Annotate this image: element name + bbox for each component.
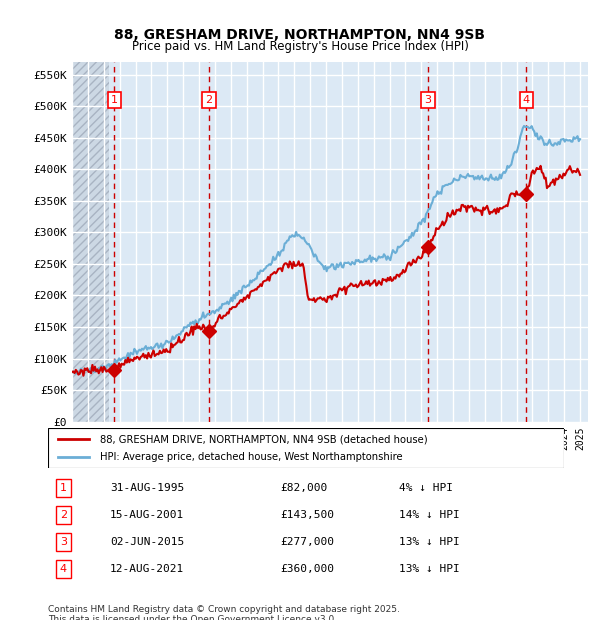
Text: Price paid vs. HM Land Registry's House Price Index (HPI): Price paid vs. HM Land Registry's House … <box>131 40 469 53</box>
Text: 4: 4 <box>60 564 67 574</box>
Bar <box>72 62 104 422</box>
Text: 2: 2 <box>60 510 67 520</box>
Text: 02-JUN-2015: 02-JUN-2015 <box>110 537 184 547</box>
Text: 31-AUG-1995: 31-AUG-1995 <box>110 483 184 493</box>
Text: 3: 3 <box>424 95 431 105</box>
Text: £360,000: £360,000 <box>280 564 334 574</box>
Text: HPI: Average price, detached house, West Northamptonshire: HPI: Average price, detached house, West… <box>100 452 402 462</box>
Text: 4% ↓ HPI: 4% ↓ HPI <box>399 483 453 493</box>
Text: 1: 1 <box>60 483 67 493</box>
Text: 4: 4 <box>523 95 530 105</box>
Text: 3: 3 <box>60 537 67 547</box>
Text: £82,000: £82,000 <box>280 483 328 493</box>
FancyBboxPatch shape <box>48 428 564 468</box>
Text: £277,000: £277,000 <box>280 537 334 547</box>
Text: 15-AUG-2001: 15-AUG-2001 <box>110 510 184 520</box>
Text: 88, GRESHAM DRIVE, NORTHAMPTON, NN4 9SB: 88, GRESHAM DRIVE, NORTHAMPTON, NN4 9SB <box>115 28 485 42</box>
Text: 88, GRESHAM DRIVE, NORTHAMPTON, NN4 9SB (detached house): 88, GRESHAM DRIVE, NORTHAMPTON, NN4 9SB … <box>100 434 427 444</box>
Text: 12-AUG-2021: 12-AUG-2021 <box>110 564 184 574</box>
Text: 13% ↓ HPI: 13% ↓ HPI <box>399 537 460 547</box>
Text: 2: 2 <box>205 95 212 105</box>
Text: Contains HM Land Registry data © Crown copyright and database right 2025.
This d: Contains HM Land Registry data © Crown c… <box>48 604 400 620</box>
Text: 14% ↓ HPI: 14% ↓ HPI <box>399 510 460 520</box>
Text: £143,500: £143,500 <box>280 510 334 520</box>
Text: 13% ↓ HPI: 13% ↓ HPI <box>399 564 460 574</box>
Text: 1: 1 <box>111 95 118 105</box>
